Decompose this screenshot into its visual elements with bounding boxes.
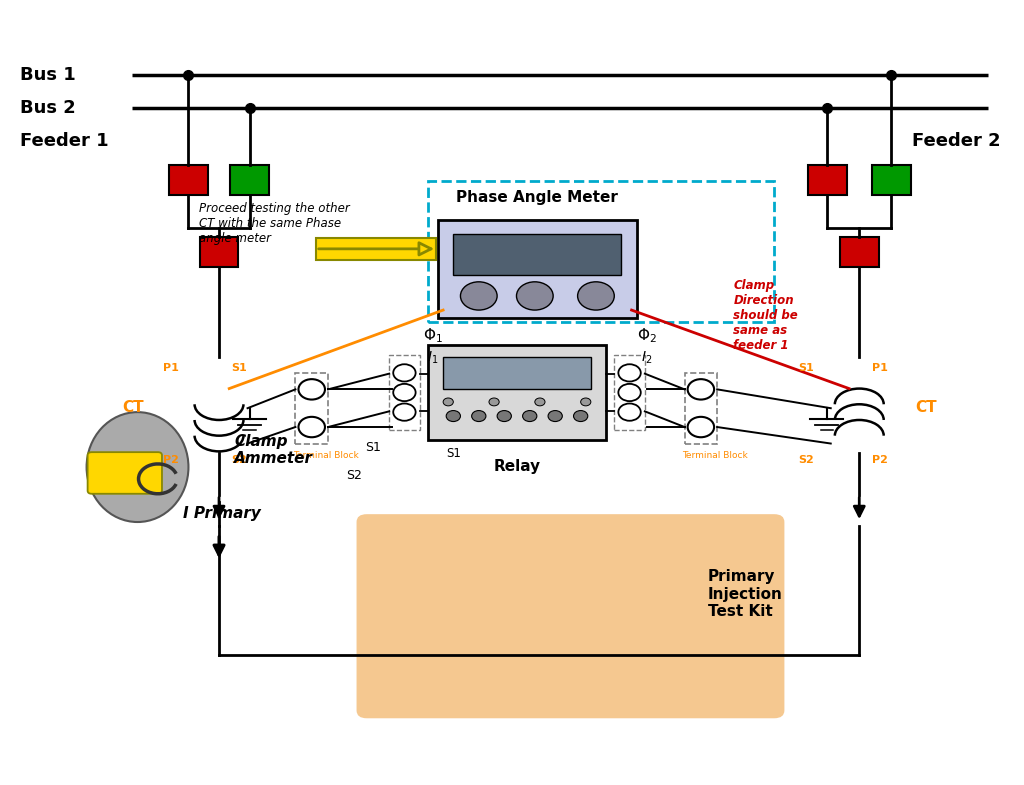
Text: Relay: Relay (494, 459, 541, 474)
FancyBboxPatch shape (428, 345, 606, 440)
Text: CT: CT (915, 400, 937, 415)
Circle shape (618, 384, 641, 401)
Circle shape (443, 398, 454, 406)
Circle shape (497, 411, 511, 422)
FancyBboxPatch shape (438, 220, 637, 318)
Text: Clamp
Direction
should be
same as
feeder 1: Clamp Direction should be same as feeder… (733, 279, 799, 352)
Text: S1: S1 (231, 363, 247, 374)
FancyBboxPatch shape (454, 234, 622, 275)
Text: S1: S1 (365, 441, 381, 455)
FancyBboxPatch shape (295, 373, 328, 444)
FancyBboxPatch shape (230, 165, 269, 195)
Text: Phase Angle Meter: Phase Angle Meter (457, 190, 618, 205)
Circle shape (535, 398, 545, 406)
Text: P2: P2 (163, 455, 179, 466)
Circle shape (472, 411, 486, 422)
Text: S1: S1 (798, 363, 814, 374)
Text: Proceed testing the other
CT with the same Phase
angle meter: Proceed testing the other CT with the sa… (199, 202, 349, 245)
Circle shape (393, 403, 416, 421)
Text: P1: P1 (163, 363, 179, 374)
Circle shape (393, 364, 416, 382)
FancyBboxPatch shape (389, 356, 420, 430)
FancyBboxPatch shape (840, 237, 879, 267)
Ellipse shape (87, 412, 188, 522)
FancyBboxPatch shape (685, 373, 717, 444)
Circle shape (298, 379, 325, 400)
Text: $\Phi_1$: $\Phi_1$ (423, 326, 443, 345)
Text: Feeder 2: Feeder 2 (911, 133, 1000, 150)
FancyBboxPatch shape (808, 165, 847, 195)
FancyBboxPatch shape (443, 357, 591, 389)
FancyBboxPatch shape (88, 452, 162, 494)
Circle shape (618, 364, 641, 382)
Text: Bus 2: Bus 2 (20, 100, 76, 117)
FancyBboxPatch shape (169, 165, 208, 195)
Text: S1: S1 (446, 447, 461, 460)
Circle shape (578, 282, 614, 310)
Circle shape (688, 379, 714, 400)
FancyBboxPatch shape (200, 237, 239, 267)
FancyBboxPatch shape (356, 514, 784, 718)
Text: $I_2$: $I_2$ (641, 349, 652, 366)
Text: $\Phi_2$: $\Phi_2$ (637, 326, 656, 345)
Text: P1: P1 (871, 363, 888, 374)
FancyBboxPatch shape (872, 165, 910, 195)
FancyBboxPatch shape (315, 238, 436, 260)
Circle shape (489, 398, 499, 406)
Text: Primary
Injection
Test Kit: Primary Injection Test Kit (708, 569, 783, 619)
Circle shape (516, 282, 553, 310)
Circle shape (446, 411, 461, 422)
Text: Clamp
Ammeter: Clamp Ammeter (234, 434, 313, 466)
Text: S2: S2 (231, 455, 247, 466)
Circle shape (618, 403, 641, 421)
Text: Terminal Block: Terminal Block (683, 451, 749, 460)
FancyBboxPatch shape (614, 356, 645, 430)
Circle shape (298, 417, 325, 437)
Circle shape (393, 384, 416, 401)
Circle shape (548, 411, 562, 422)
Circle shape (581, 398, 591, 406)
Text: P2: P2 (871, 455, 888, 466)
Text: I Primary: I Primary (183, 506, 261, 521)
Text: Terminal Block: Terminal Block (294, 451, 359, 460)
Text: Bus 1: Bus 1 (20, 66, 76, 83)
Text: CT: CT (122, 400, 143, 415)
Circle shape (522, 411, 537, 422)
Circle shape (461, 282, 497, 310)
Text: S2: S2 (798, 455, 814, 466)
Text: $I_1$: $I_1$ (427, 349, 438, 366)
Circle shape (688, 417, 714, 437)
Text: Feeder 1: Feeder 1 (20, 133, 109, 150)
Circle shape (573, 411, 588, 422)
Text: S2: S2 (346, 469, 362, 482)
